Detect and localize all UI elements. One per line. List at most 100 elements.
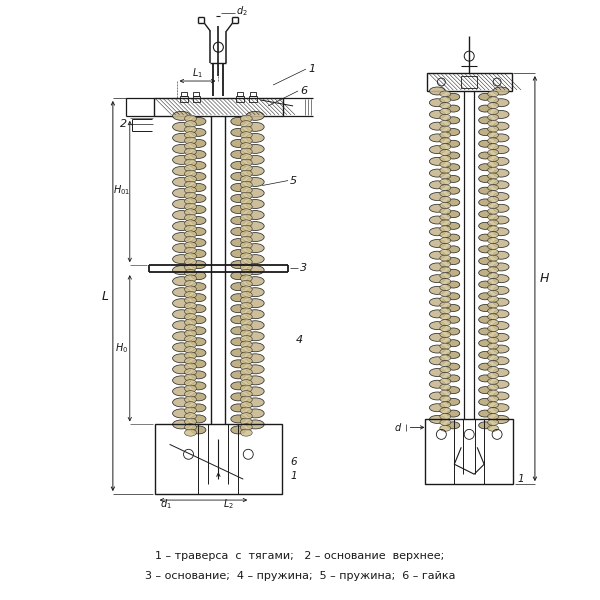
Text: 1: 1 — [290, 471, 296, 481]
Ellipse shape — [440, 261, 451, 267]
Ellipse shape — [191, 382, 206, 390]
Ellipse shape — [173, 133, 191, 142]
Text: $L_1$: $L_1$ — [192, 66, 203, 80]
Ellipse shape — [185, 137, 196, 144]
Ellipse shape — [240, 424, 252, 431]
Ellipse shape — [185, 247, 196, 254]
Ellipse shape — [191, 338, 206, 346]
Ellipse shape — [430, 357, 445, 365]
Ellipse shape — [488, 308, 499, 314]
Ellipse shape — [240, 203, 252, 210]
Ellipse shape — [185, 154, 196, 161]
Ellipse shape — [440, 115, 451, 121]
Ellipse shape — [240, 413, 252, 419]
Ellipse shape — [185, 396, 196, 403]
Ellipse shape — [479, 175, 491, 182]
Ellipse shape — [246, 254, 264, 263]
Ellipse shape — [493, 110, 509, 118]
Ellipse shape — [231, 426, 246, 434]
Ellipse shape — [191, 161, 206, 169]
Text: $d_1$: $d_1$ — [160, 497, 172, 511]
Ellipse shape — [488, 396, 499, 402]
Ellipse shape — [173, 178, 191, 187]
Ellipse shape — [185, 335, 196, 343]
Ellipse shape — [185, 413, 196, 419]
Ellipse shape — [246, 244, 264, 253]
Ellipse shape — [185, 418, 196, 425]
Ellipse shape — [240, 209, 252, 216]
Ellipse shape — [240, 198, 252, 205]
Ellipse shape — [185, 341, 196, 348]
Ellipse shape — [191, 206, 206, 214]
Ellipse shape — [185, 121, 196, 128]
Ellipse shape — [173, 254, 191, 263]
Ellipse shape — [447, 94, 460, 100]
Ellipse shape — [240, 396, 252, 403]
Ellipse shape — [173, 409, 191, 418]
Ellipse shape — [488, 226, 499, 232]
Ellipse shape — [240, 165, 252, 172]
Ellipse shape — [173, 321, 191, 330]
Ellipse shape — [488, 173, 499, 179]
Ellipse shape — [191, 404, 206, 412]
Ellipse shape — [231, 260, 246, 269]
Ellipse shape — [185, 236, 196, 244]
Bar — [179, 96, 188, 102]
Ellipse shape — [173, 277, 191, 286]
Ellipse shape — [440, 331, 451, 337]
Ellipse shape — [173, 112, 191, 121]
Text: 1: 1 — [308, 64, 315, 74]
Ellipse shape — [191, 250, 206, 257]
Ellipse shape — [185, 259, 196, 265]
Ellipse shape — [493, 239, 509, 247]
Ellipse shape — [173, 398, 191, 407]
Ellipse shape — [430, 345, 445, 353]
Ellipse shape — [440, 367, 451, 373]
Ellipse shape — [430, 239, 445, 247]
Ellipse shape — [440, 355, 451, 361]
Ellipse shape — [479, 199, 491, 206]
Ellipse shape — [488, 337, 499, 343]
Ellipse shape — [185, 159, 196, 166]
Ellipse shape — [240, 226, 252, 232]
Ellipse shape — [240, 302, 252, 310]
Ellipse shape — [240, 137, 252, 144]
Ellipse shape — [231, 128, 246, 136]
Ellipse shape — [440, 425, 451, 431]
Ellipse shape — [488, 244, 499, 250]
Ellipse shape — [185, 242, 196, 249]
Ellipse shape — [479, 117, 491, 124]
Ellipse shape — [191, 360, 206, 368]
Ellipse shape — [185, 203, 196, 210]
Ellipse shape — [246, 365, 264, 374]
Ellipse shape — [440, 196, 451, 202]
Ellipse shape — [447, 375, 460, 382]
Ellipse shape — [488, 349, 499, 355]
Text: $d$: $d$ — [394, 421, 403, 433]
Ellipse shape — [493, 146, 509, 154]
Ellipse shape — [240, 181, 252, 188]
Ellipse shape — [493, 404, 509, 412]
Ellipse shape — [246, 166, 264, 175]
Ellipse shape — [246, 145, 264, 154]
Ellipse shape — [240, 187, 252, 194]
Ellipse shape — [488, 384, 499, 390]
Ellipse shape — [240, 319, 252, 326]
Ellipse shape — [479, 152, 491, 159]
Ellipse shape — [173, 332, 191, 341]
Ellipse shape — [246, 155, 264, 164]
Ellipse shape — [240, 148, 252, 155]
Ellipse shape — [430, 380, 445, 388]
Ellipse shape — [488, 255, 499, 261]
Ellipse shape — [246, 122, 264, 131]
Ellipse shape — [479, 386, 491, 394]
Ellipse shape — [173, 266, 191, 275]
Ellipse shape — [488, 214, 499, 220]
Ellipse shape — [173, 145, 191, 154]
Ellipse shape — [240, 429, 252, 436]
Ellipse shape — [440, 91, 451, 97]
Ellipse shape — [246, 112, 264, 121]
Ellipse shape — [430, 146, 445, 154]
Ellipse shape — [440, 244, 451, 250]
Ellipse shape — [240, 368, 252, 376]
